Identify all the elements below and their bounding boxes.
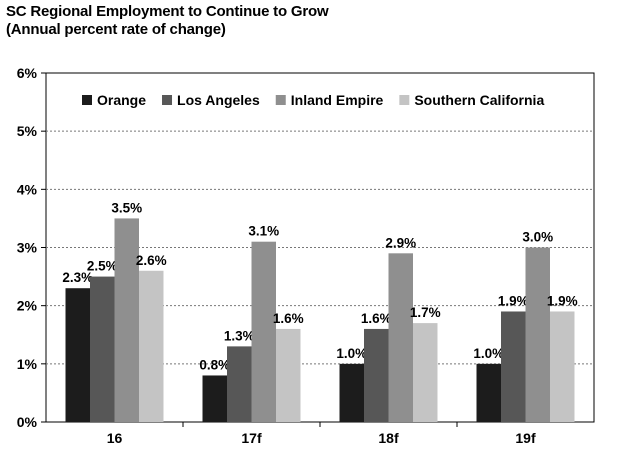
y-tick-label: 4% (17, 181, 38, 197)
data-label: 3.1% (248, 224, 279, 239)
legend-swatch (162, 95, 173, 105)
bar (339, 363, 364, 422)
data-label: 1.3% (224, 328, 255, 343)
bar (550, 311, 575, 422)
data-label: 0.8% (199, 357, 230, 372)
legend-label: Southern California (414, 92, 544, 108)
data-label: 1.6% (361, 311, 392, 326)
chart-subtitle: (Annual percent rate of change) (6, 21, 226, 38)
y-tick-label: 1% (17, 356, 38, 372)
bar (388, 253, 413, 422)
y-tick-label: 5% (17, 123, 38, 139)
legend-label: Los Angeles (177, 92, 260, 108)
bar (139, 270, 164, 422)
data-label: 1.6% (273, 311, 304, 326)
x-tick-label: 16 (107, 430, 123, 446)
bar (364, 328, 389, 422)
y-tick-label: 6% (17, 65, 38, 81)
bar (501, 311, 526, 422)
bar (202, 375, 227, 422)
x-tick-label: 18f (378, 430, 399, 446)
data-label: 2.6% (136, 253, 167, 268)
legend-label: Orange (97, 92, 146, 108)
bar (65, 288, 90, 422)
data-label: 1.0% (336, 346, 367, 361)
data-label: 2.3% (62, 270, 93, 285)
bar (227, 346, 252, 422)
data-label: 1.0% (473, 346, 504, 361)
bar (90, 276, 115, 422)
x-tick-label: 17f (241, 430, 262, 446)
bar (525, 247, 550, 422)
y-tick-label: 3% (17, 240, 38, 256)
legend-swatch (275, 95, 286, 105)
data-label: 1.9% (498, 293, 529, 308)
data-label: 2.9% (385, 235, 416, 250)
x-tick-label: 19f (515, 430, 536, 446)
bar (251, 241, 276, 422)
data-label: 3.0% (522, 230, 553, 245)
bar (413, 323, 438, 422)
bar (114, 218, 139, 422)
bar (276, 328, 301, 422)
y-tick-label: 2% (17, 298, 38, 314)
legend-swatch (399, 95, 410, 105)
data-label: 1.7% (410, 305, 441, 320)
chart-title: SC Regional Employment to Continue to Gr… (6, 3, 329, 20)
legend-label: Inland Empire (291, 92, 384, 108)
data-label: 1.9% (547, 293, 578, 308)
bar (476, 363, 501, 422)
data-label: 3.5% (111, 200, 142, 215)
data-label: 2.5% (87, 259, 118, 274)
legend-swatch (82, 95, 92, 105)
y-tick-label: 0% (17, 414, 38, 430)
